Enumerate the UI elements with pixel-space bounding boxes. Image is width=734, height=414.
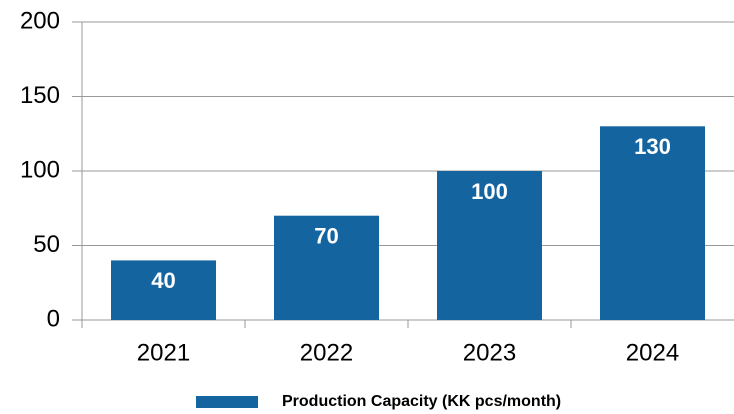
y-tick-label: 150 (20, 82, 60, 109)
x-tick-label: 2023 (463, 339, 516, 366)
x-tick-label: 2021 (137, 339, 190, 366)
data-label: 130 (634, 134, 671, 159)
x-tick-label: 2022 (300, 339, 353, 366)
y-tick-label: 200 (20, 7, 60, 34)
data-label: 100 (471, 179, 508, 204)
bar (274, 215, 379, 320)
bar (437, 171, 542, 320)
bar (111, 260, 216, 320)
y-tick-label: 50 (33, 231, 60, 258)
bar (600, 126, 705, 320)
y-tick-label: 0 (47, 305, 60, 332)
y-tick-label: 100 (20, 156, 60, 183)
legend-swatch (196, 396, 258, 408)
x-tick-label: 2024 (626, 339, 679, 366)
legend-label: Production Capacity (KK pcs/month) (282, 393, 561, 410)
data-label: 70 (314, 224, 338, 249)
data-label: 40 (151, 268, 175, 293)
